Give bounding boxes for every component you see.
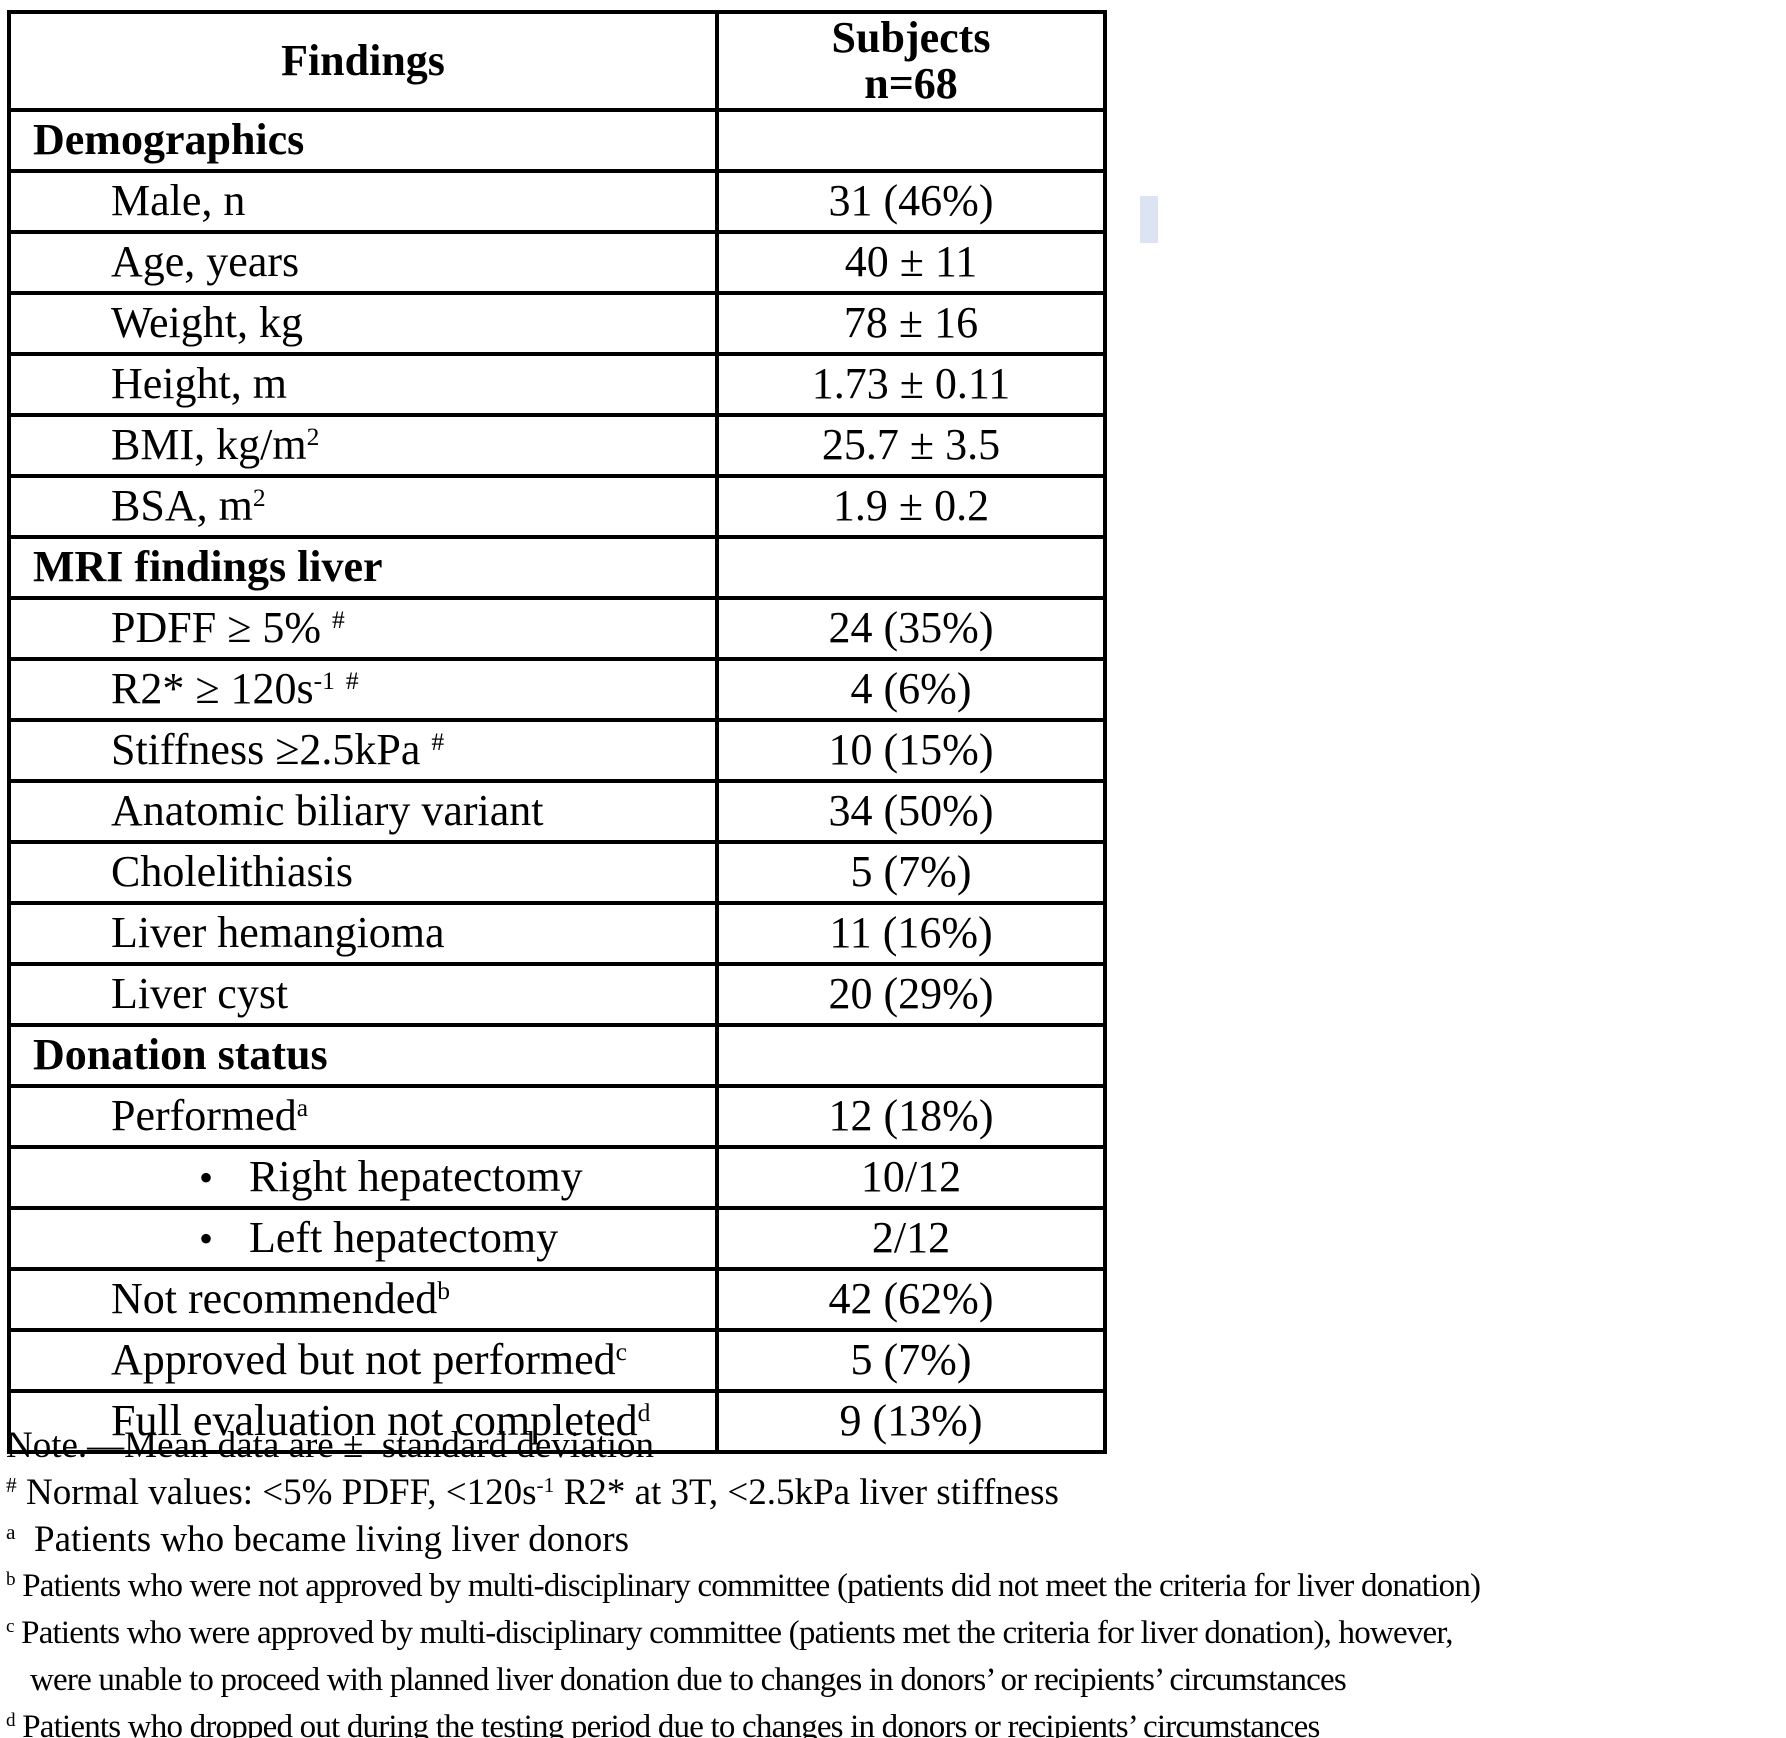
row-value: 11 (16%): [715, 901, 1107, 966]
row-value: 10/12: [715, 1145, 1107, 1210]
footnote-line: Note.—Mean data are ± standard deviation: [6, 1425, 655, 1466]
table-row: Approved but not performedc 5 (7%): [7, 1328, 1107, 1393]
table-row: Donation status: [7, 1023, 1107, 1088]
row-label: Full evaluation not completedd: [7, 1389, 719, 1454]
footnotes: Note.—Mean data are ± standard deviation…: [6, 1422, 1784, 1738]
column-header-findings-label: Findings: [281, 36, 445, 85]
findings-table: Findings Subjects n=68 Demographics Male,…: [7, 10, 1107, 1454]
column-header-findings: Findings: [7, 10, 719, 112]
row-value: 78 ± 16: [715, 291, 1107, 356]
row-label: Weight, kg: [7, 291, 719, 356]
row-value: 10 (15%): [715, 718, 1107, 783]
row-value: 1.9 ± 0.2: [715, 474, 1107, 539]
table-row: Liver cyst 20 (29%): [7, 962, 1107, 1027]
header-row: Findings Subjects n=68: [7, 10, 1107, 112]
row-value: 34 (50%): [715, 779, 1107, 844]
table-body: Demographics Male, n 31 (46%) Age, years 40 …: [7, 108, 1107, 1454]
row-value: 5 (7%): [715, 1328, 1107, 1393]
row-value: 4 (6%): [715, 657, 1107, 722]
row-label: MRI findings liver: [7, 535, 719, 600]
row-value: 42 (62%): [715, 1267, 1107, 1332]
table-row: Performeda 12 (18%): [7, 1084, 1107, 1149]
row-label: • Left hepatectomy: [7, 1206, 719, 1271]
row-label: Not recommendedb: [7, 1267, 719, 1332]
table-row: MRI findings liver: [7, 535, 1107, 600]
table-row: Cholelithiasis 5 (7%): [7, 840, 1107, 905]
table-row: • Left hepatectomy 2/12: [7, 1206, 1107, 1271]
row-value: 2/12: [715, 1206, 1107, 1271]
row-label: PDFF ≥ 5% #: [7, 596, 719, 661]
row-label: Demographics: [7, 108, 719, 173]
table-row: Liver hemangioma 11 (16%): [7, 901, 1107, 966]
table-row: Weight, kg 78 ± 16: [7, 291, 1107, 356]
column-header-subjects: Subjects n=68: [715, 10, 1107, 112]
table-row: Age, years 40 ± 11: [7, 230, 1107, 295]
table-row: Stiffness ≥2.5kPa #10 (15%): [7, 718, 1107, 783]
row-label: BSA, m2: [7, 474, 719, 539]
footnote-line: # Normal values: <5% PDFF, <120s-1 R2* a…: [6, 1472, 1059, 1513]
bullet-icon: •: [199, 1216, 214, 1262]
row-value: 31 (46%): [715, 169, 1107, 234]
row-label: BMI, kg/m2: [7, 413, 719, 478]
row-value: [715, 108, 1107, 173]
row-label: Male, n: [7, 169, 719, 234]
row-label: R2* ≥ 120s-1 #: [7, 657, 719, 722]
row-label: Liver cyst: [7, 962, 719, 1027]
table-row: Full evaluation not completedd 9 (13%): [7, 1389, 1107, 1454]
table-row: Anatomic biliary variant 34 (50%): [7, 779, 1107, 844]
row-label: Approved but not performedc: [7, 1328, 719, 1393]
row-value: 40 ± 11: [715, 230, 1107, 295]
row-label: Height, m: [7, 352, 719, 417]
table-row: • Right hepatectomy 10/12: [7, 1145, 1107, 1210]
table-row: Demographics: [7, 108, 1107, 173]
table-row: BSA, m2 1.9 ± 0.2: [7, 474, 1107, 539]
column-header-subjects-label: Subjects: [831, 13, 991, 62]
row-label: Anatomic biliary variant: [7, 779, 719, 844]
footnote-line: were unable to proceed with planned live…: [30, 1662, 1347, 1698]
row-value: [715, 535, 1107, 600]
row-value: 5 (7%): [715, 840, 1107, 905]
table-row: Height, m 1.73 ± 0.11: [7, 352, 1107, 417]
row-label: Age, years: [7, 230, 719, 295]
footnote-line: d Patients who dropped out during the te…: [6, 1709, 1320, 1738]
bullet-icon: •: [199, 1155, 214, 1201]
table-row: Not recommendedb 42 (62%): [7, 1267, 1107, 1332]
table-row: R2* ≥ 120s-1 #4 (6%): [7, 657, 1107, 722]
row-value: 24 (35%): [715, 596, 1107, 661]
row-label: Performeda: [7, 1084, 719, 1149]
table-row: Male, n 31 (46%): [7, 169, 1107, 234]
row-value: 12 (18%): [715, 1084, 1107, 1149]
highlight-artifact: [1140, 196, 1158, 243]
table-row: BMI, kg/m2 25.7 ± 3.5: [7, 413, 1107, 478]
row-label: Cholelithiasis: [7, 840, 719, 905]
footnote-line: b Patients who were not approved by mult…: [6, 1568, 1481, 1604]
row-value: 9 (13%): [715, 1389, 1107, 1454]
row-value: 20 (29%): [715, 962, 1107, 1027]
row-label: Liver hemangioma: [7, 901, 719, 966]
row-label: Stiffness ≥2.5kPa #: [7, 718, 719, 783]
column-header-subjects-sublabel: n=68: [864, 59, 958, 108]
footnote-line: a Patients who became living liver donor…: [6, 1519, 629, 1560]
table-row: PDFF ≥ 5% #24 (35%): [7, 596, 1107, 661]
row-label: Donation status: [7, 1023, 719, 1088]
row-label: • Right hepatectomy: [7, 1145, 719, 1210]
row-value: 1.73 ± 0.11: [715, 352, 1107, 417]
row-value: [715, 1023, 1107, 1088]
row-value: 25.7 ± 3.5: [715, 413, 1107, 478]
footnote-line: c Patients who were approved by multi-di…: [6, 1615, 1454, 1651]
